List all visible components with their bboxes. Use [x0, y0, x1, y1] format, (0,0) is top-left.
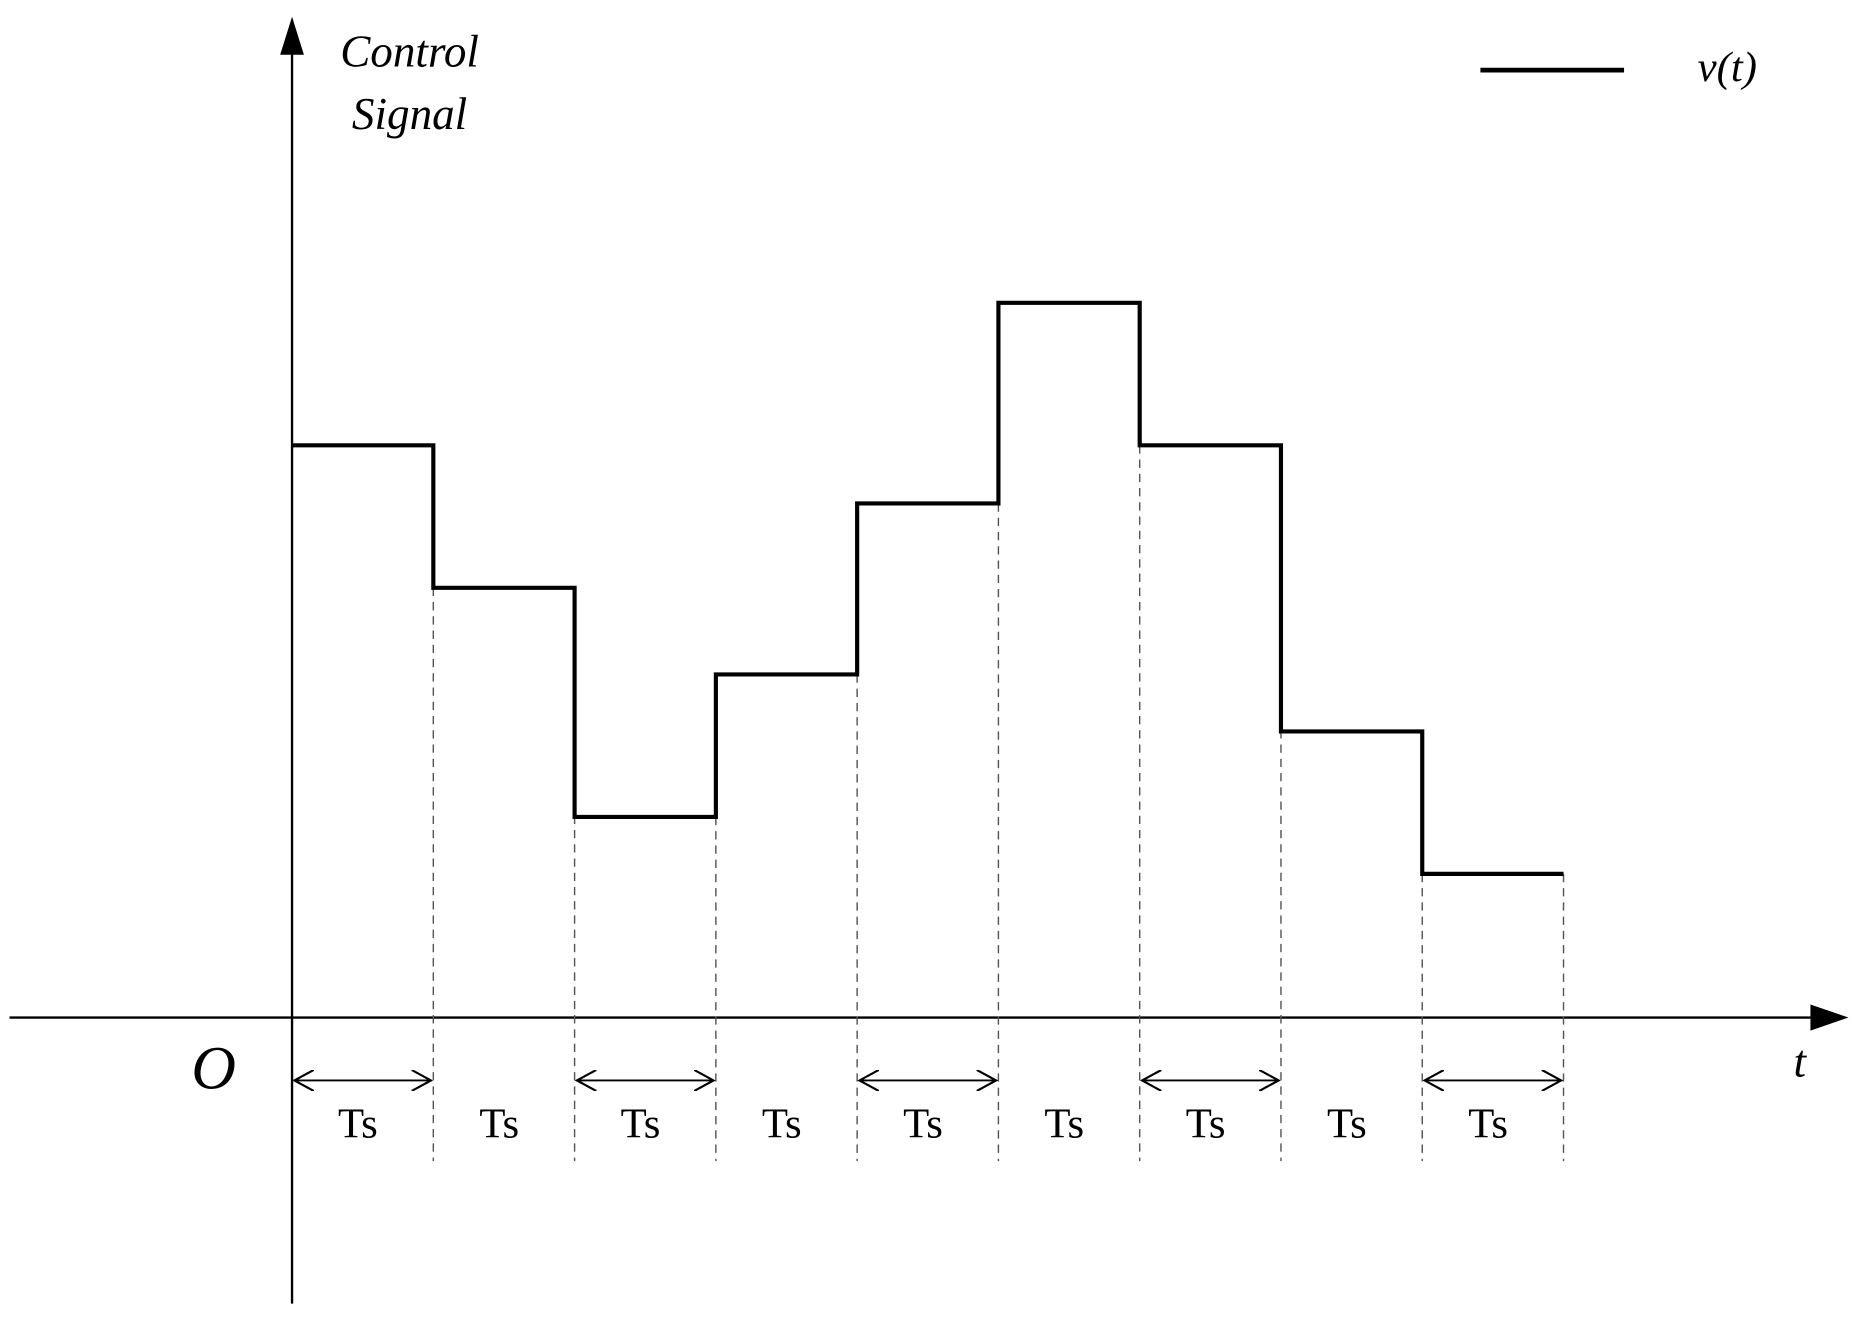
origin-label: O	[191, 1035, 236, 1103]
layer: Ts Ts Ts Ts Ts Ts Ts Ts Ts	[292, 300, 1565, 1162]
interval-label: Ts	[621, 1101, 661, 1148]
interval-label: Ts	[1468, 1101, 1508, 1148]
y-axis-label: Control	[340, 26, 479, 76]
y-axis-label: Signal	[352, 89, 467, 139]
x-axis-label: t	[1793, 1037, 1807, 1087]
signal-line	[292, 300, 1564, 876]
interval-label: Ts	[762, 1101, 802, 1148]
interval-label: Ts	[479, 1101, 519, 1148]
interval-label: Ts	[903, 1101, 943, 1148]
interval-label: Ts	[1186, 1101, 1226, 1148]
y-arrow	[280, 16, 304, 55]
interval-label: Ts	[1044, 1101, 1084, 1148]
legend-label: v(t)	[1698, 44, 1757, 91]
x-arrow	[1810, 1004, 1849, 1031]
interval-label: Ts	[1327, 1101, 1367, 1148]
interval-label: Ts	[338, 1101, 378, 1148]
